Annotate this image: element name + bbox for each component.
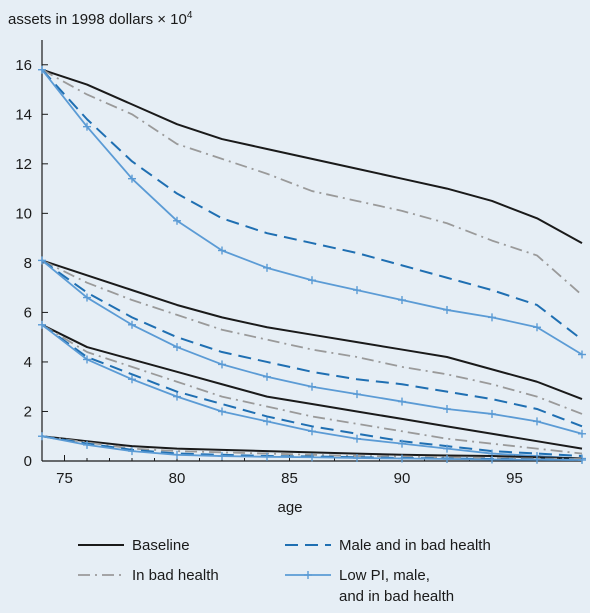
series-point-marker <box>488 455 496 464</box>
legend-item-bad-health: In bad health <box>78 567 219 584</box>
series-point-marker <box>128 447 136 456</box>
y-tick-label: 6 <box>24 304 32 321</box>
series-point-marker <box>533 455 541 464</box>
series-point-marker <box>488 313 496 322</box>
series-point-marker <box>353 454 361 463</box>
y-tick-label: 2 <box>24 403 32 420</box>
legend-item-baseline: Baseline <box>78 537 190 554</box>
series-line-baseline-group-2 <box>41 259 583 401</box>
series-line-male-bad-health-group-2 <box>41 259 583 428</box>
series-point-marker <box>173 450 181 459</box>
series-point-marker <box>83 440 91 449</box>
legend-label: and in bad health <box>339 588 454 605</box>
series-point-marker <box>38 65 46 74</box>
series-point-marker <box>578 456 586 465</box>
series-point-marker <box>308 453 316 462</box>
x-tick-label: 90 <box>394 470 411 487</box>
y-tick-label: 12 <box>15 156 32 173</box>
legend-label: Low PI, male, <box>339 567 430 584</box>
legend-label: Baseline <box>132 537 190 554</box>
series-point-marker <box>263 372 271 381</box>
series-point-marker <box>308 276 316 285</box>
series-point-marker <box>398 296 406 305</box>
series-point-marker <box>488 409 496 418</box>
series-point-marker <box>173 392 181 401</box>
x-tick-label: 75 <box>56 470 73 487</box>
series-point-marker <box>218 407 226 416</box>
series-line-lowpi-male-bad-health-group-1 <box>41 69 583 356</box>
series-line-bad-health-group-3 <box>41 324 583 455</box>
axes: 0 2 4 6 8 10 12 14 16 75 80 85 90 95 <box>15 40 583 487</box>
series-line-male-bad-health-group-1 <box>41 69 583 341</box>
series-point-marker <box>533 417 541 426</box>
series-point-marker <box>398 397 406 406</box>
series-point-marker <box>128 174 136 183</box>
series-point-marker <box>353 434 361 443</box>
series-point-marker <box>308 382 316 391</box>
series-point-marker <box>263 452 271 461</box>
series-point-marker <box>173 343 181 352</box>
series-line-baseline-group-1 <box>41 68 583 244</box>
y-axis-title: assets in 1998 dollars × 104 <box>8 10 193 28</box>
y-tick-label: 16 <box>15 57 32 74</box>
series-point-marker <box>38 432 46 441</box>
y-tick-label: 0 <box>24 453 32 470</box>
series-line-lowpi-male-bad-health-group-3 <box>41 324 583 460</box>
series-point-marker <box>398 454 406 463</box>
series-layer <box>38 65 586 465</box>
y-tick-label: 14 <box>15 106 32 123</box>
y-tick-label: 4 <box>24 354 32 371</box>
series-point-marker <box>38 256 46 265</box>
y-tick-label: 8 <box>24 255 32 272</box>
series-line-baseline-group-3 <box>41 323 583 450</box>
series-point-marker <box>173 216 181 225</box>
series-point-marker <box>263 417 271 426</box>
series-point-marker <box>443 455 451 464</box>
x-tick-label: 95 <box>506 470 523 487</box>
x-tick-label: 80 <box>169 470 186 487</box>
y-tick-label: 10 <box>15 205 32 222</box>
series-point-marker <box>218 246 226 255</box>
series-point-marker <box>308 427 316 436</box>
series-point-marker <box>38 320 46 329</box>
series-point-marker <box>83 122 91 131</box>
series-point-marker <box>83 293 91 302</box>
series-point-marker <box>578 429 586 438</box>
series-point-marker <box>353 390 361 399</box>
x-axis-title: age <box>277 499 302 516</box>
series-point-marker <box>83 355 91 364</box>
legend-label: Male and in bad health <box>339 537 491 554</box>
legend-item-male-bad-health: Male and in bad health <box>285 537 491 554</box>
series-point-marker <box>398 439 406 448</box>
series-point-marker <box>128 320 136 329</box>
series-point-marker <box>263 263 271 272</box>
series-line-bad-health-group-2 <box>41 259 583 415</box>
series-point-marker <box>353 286 361 295</box>
series-point-marker <box>218 360 226 369</box>
series-point-marker <box>443 404 451 413</box>
series-point-marker <box>128 375 136 384</box>
legend-item-lowpi-male-bad-health: Low PI, male, and in bad health <box>285 567 454 605</box>
series-point-marker <box>533 323 541 332</box>
series-line-bad-health-group-1 <box>41 68 583 296</box>
series-point-marker <box>443 305 451 314</box>
series-point-marker <box>443 444 451 453</box>
legend: Baseline Male and in bad health In bad hea… <box>78 537 491 605</box>
legend-label: In bad health <box>132 567 219 584</box>
x-tick-label: 85 <box>281 470 298 487</box>
series-point-marker <box>578 350 586 359</box>
series-point-marker <box>218 452 226 461</box>
